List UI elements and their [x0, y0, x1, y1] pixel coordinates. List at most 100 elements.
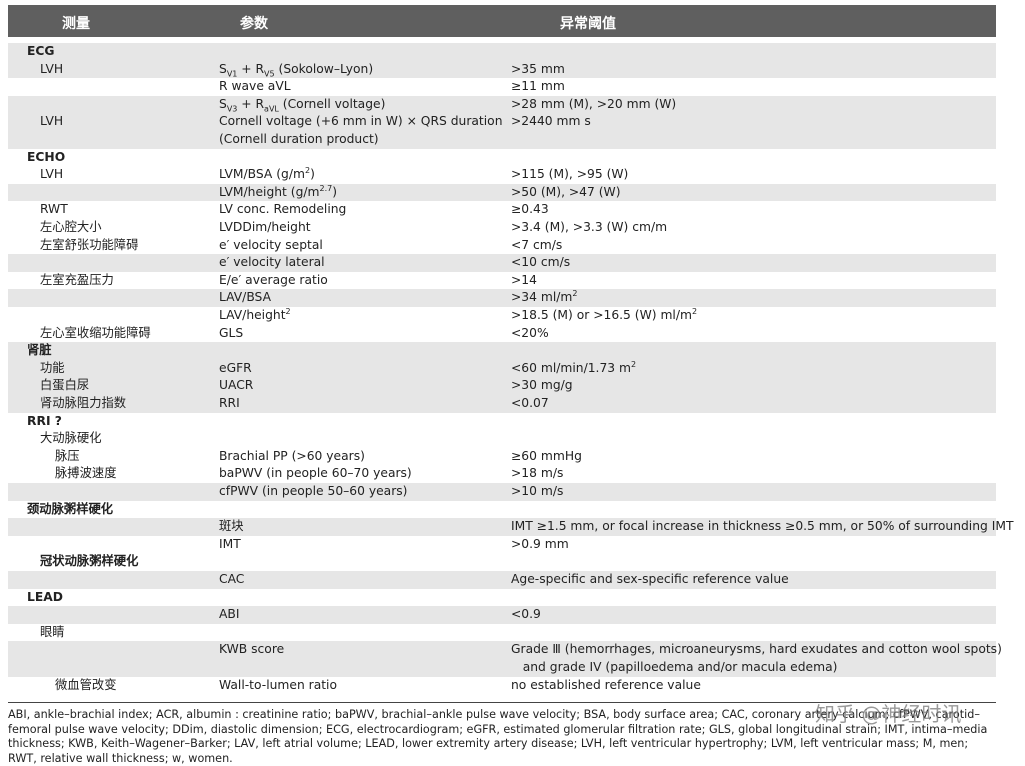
- table-rule: [8, 702, 996, 703]
- text-part: + R: [237, 61, 265, 76]
- measure: 左心室收缩功能障碍: [40, 325, 151, 340]
- parameter: LVDDim/height: [219, 220, 311, 234]
- threshold: ≥60 mmHg: [511, 448, 582, 463]
- footnote: ABI, ankle–brachial index; ACR, albumin …: [8, 708, 988, 765]
- threshold: >34 ml/m2: [511, 289, 577, 307]
- threshold: >115 (M), >95 (W): [511, 167, 629, 182]
- measure: 左室充盈压力: [40, 272, 114, 287]
- superscript: 2: [572, 289, 578, 299]
- text-part: <60 ml/min/1.73 m: [511, 360, 631, 375]
- header-measure: 测量: [62, 16, 90, 32]
- subscript: aVL: [264, 104, 279, 114]
- sub-measure: 脉压: [55, 448, 80, 463]
- table-row: 肾动脉阻力指数 RRI <0.07: [8, 395, 996, 413]
- threshold: Age-specific and sex-specific reference …: [511, 572, 789, 586]
- text-part: ): [310, 167, 315, 182]
- parameter: LAV/height2: [219, 307, 291, 325]
- measure: LVH: [40, 61, 64, 76]
- parameter: E/e′ average ratio: [219, 272, 328, 287]
- table-row: 左室舒张功能障碍 e′ velocity septal <7 cm/s: [8, 237, 996, 255]
- threshold: <60 ml/min/1.73 m2: [511, 360, 636, 378]
- measure: 大动脉硬化: [40, 431, 102, 446]
- threshold: ≥11 mm: [511, 79, 565, 94]
- superscript: 2.7: [319, 183, 333, 193]
- measure: RWT: [40, 202, 68, 217]
- threshold: >35 mm: [511, 61, 565, 76]
- text-part: S: [219, 96, 227, 111]
- table-row: 脉搏波速度 baPWV (in people 60–70 years) >18 m/…: [8, 465, 996, 483]
- table-row: 脉压 Brachial PP (>60 years) ≥60 mmHg: [8, 448, 996, 466]
- parameter: R wave aVL: [219, 79, 291, 94]
- threshold: >28 mm (M), >20 mm (W): [511, 96, 677, 111]
- table-row: 大动脉硬化: [8, 430, 996, 448]
- text-part: (Cornell voltage): [278, 96, 386, 111]
- table-row: 肾脏: [8, 342, 996, 360]
- threshold: <0.9: [511, 607, 541, 622]
- threshold: <10 cm/s: [511, 255, 571, 270]
- parameter: cfPWV (in people 50–60 years): [219, 484, 408, 498]
- table-row: LAV/BSA >34 ml/m2: [8, 289, 996, 307]
- table-header: 测量 参数 异常阈值: [8, 5, 996, 37]
- table-row: KWB score Grade Ⅲ (hemorrhages, microaneu…: [8, 641, 1002, 659]
- superscript: 2: [285, 306, 291, 316]
- section-label: 颈动脉粥样硬化: [27, 501, 114, 516]
- parameter: UACR: [219, 378, 254, 393]
- threshold: <20%: [511, 325, 549, 340]
- parameter: GLS: [219, 325, 244, 340]
- text-part: + R: [237, 96, 265, 111]
- parameter: ABI: [219, 607, 240, 622]
- text-part: LVM/BSA (g/m: [219, 167, 305, 182]
- table-row: 冠状动脉粥样硬化: [8, 553, 996, 571]
- table-row: (Cornell duration product): [8, 131, 996, 149]
- header-param: 参数: [240, 16, 268, 32]
- table-row: CAC Age-specific and sex-specific referen…: [8, 571, 996, 589]
- section-label: 肾脏: [27, 343, 52, 358]
- parameter: (Cornell duration product): [219, 132, 379, 146]
- table-row: LVH SV1 + RV5 (Sokolow–Lyon) >35 mm: [8, 60, 996, 79]
- parameter: SV1 + RV5 (Sokolow–Lyon): [219, 61, 373, 79]
- threshold: >30 mg/g: [511, 378, 573, 393]
- threshold: >18.5 (M) or >16.5 (W) ml/m2: [511, 307, 697, 325]
- text-part: ): [332, 184, 338, 199]
- table-row: 左室充盈压力 E/e′ average ratio >14: [8, 272, 996, 290]
- table-row: R wave aVL ≥11 mm: [8, 78, 996, 96]
- measure: 左心腔大小: [40, 220, 102, 234]
- parameter: e′ velocity lateral: [219, 255, 325, 270]
- measure: LVH: [40, 167, 64, 182]
- measure: 白蛋白尿: [40, 378, 90, 393]
- parameter: CAC: [219, 572, 245, 586]
- measure: 眼睛: [40, 624, 65, 639]
- table-row: RWT LV conc. Remodeling ≥0.43: [8, 201, 996, 219]
- table-row: 功能 eGFR <60 ml/min/1.73 m2: [8, 359, 996, 378]
- measure: 功能: [40, 360, 65, 375]
- table-row: 微血管改变 Wall-to-lumen ratio no established r…: [8, 677, 996, 695]
- parameter: e′ velocity septal: [219, 237, 323, 252]
- table-row: LVH LVM/BSA (g/m2) >115 (M), >95 (W): [8, 166, 996, 184]
- text-part: >34 ml/m: [511, 290, 573, 305]
- threshold: >50 (M), >47 (W): [511, 184, 621, 199]
- parameter: baPWV (in people 60–70 years): [219, 466, 412, 481]
- table-row: 白蛋白尿 UACR >30 mg/g: [8, 377, 996, 395]
- table-row: 左心腔大小 LVDDim/height >3.4 (M), >3.3 (W) cm/…: [8, 219, 996, 237]
- parameter: LAV/BSA: [219, 290, 271, 305]
- subscript: V3: [226, 104, 238, 114]
- text-part: (Sokolow–Lyon): [274, 61, 374, 76]
- measure: LVH: [40, 114, 64, 129]
- measure: 左室舒张功能障碍: [40, 237, 139, 252]
- table-row: ECG: [8, 43, 996, 61]
- section-label: RRI ?: [27, 413, 62, 428]
- table-row: IMT >0.9 mm: [8, 536, 996, 554]
- table-row: 斑块 IMT ≥1.5 mm, or focal increase in thic…: [8, 518, 1013, 536]
- text-part: S: [219, 61, 227, 76]
- subscript: V1: [226, 69, 238, 79]
- table-row: LVM/height (g/m2.7) >50 (M), >47 (W): [8, 183, 996, 202]
- parameter: 斑块: [219, 519, 244, 534]
- table-row: ECHO: [8, 149, 996, 167]
- table-row: and grade IV (papilloedema and/or macula…: [8, 659, 996, 677]
- subscript: V5: [264, 69, 275, 79]
- sub-measure: 微血管改变: [55, 677, 117, 692]
- table-row: LAV/height2 >18.5 (M) or >16.5 (W) ml/m2: [8, 307, 996, 325]
- sub-measure: 脉搏波速度: [55, 466, 117, 481]
- table-row: cfPWV (in people 50–60 years) >10 m/s: [8, 483, 996, 501]
